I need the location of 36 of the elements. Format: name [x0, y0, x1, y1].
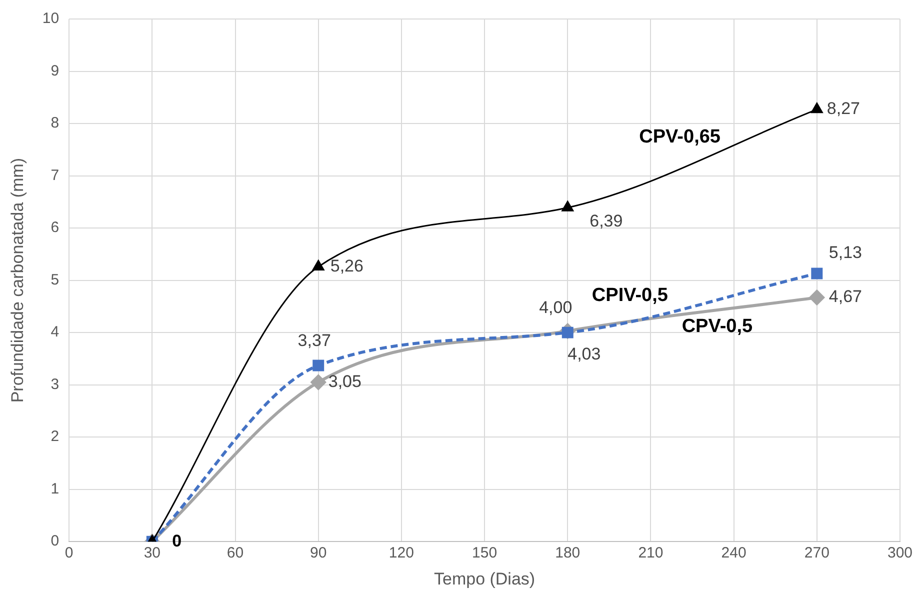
data-label: 8,27 [826, 99, 860, 118]
data-label: 3,37 [298, 331, 331, 350]
data-label: 3,05 [328, 372, 362, 391]
x-tick-label: 0 [64, 544, 74, 562]
x-tick-label: 30 [144, 544, 161, 562]
data-label: 5,13 [828, 243, 862, 262]
y-axis-title: Profundidade carbonatada (mm) [8, 158, 27, 403]
data-label: 6,39 [590, 211, 623, 230]
x-tick-label: 90 [310, 544, 327, 562]
x-tick-label: 300 [887, 544, 913, 562]
series-label: CPIV-0,5 [592, 285, 668, 306]
y-tick-label: 9 [50, 62, 60, 80]
x-tick-label: 60 [226, 544, 244, 562]
data-label: 5,26 [330, 256, 364, 276]
y-tick-label: 3 [50, 376, 60, 393]
y-tick-label: 7 [50, 166, 60, 184]
data-label: 4,00 [539, 298, 572, 318]
y-tick-label: 10 [42, 10, 60, 28]
x-tick-label: 120 [388, 544, 414, 562]
x-tick-label: 270 [804, 544, 830, 562]
data-label: 4,03 [568, 344, 601, 364]
x-tick-label: 150 [472, 544, 498, 562]
y-tick-label: 2 [50, 428, 60, 446]
x-axis-title: Tempo (Dias) [434, 569, 536, 588]
series-label: CPV-0,5 [682, 316, 754, 338]
y-tick-label: 0 [50, 532, 60, 550]
x-tick-label: 240 [721, 544, 746, 562]
data-label: 4,67 [828, 287, 862, 306]
y-tick-label: 6 [50, 219, 60, 236]
y-tick-label: 4 [50, 324, 60, 341]
y-tick-label: 5 [50, 271, 60, 288]
x-tick-label: 180 [555, 544, 580, 562]
x-tick-label: 210 [638, 544, 664, 562]
y-tick-label: 8 [50, 114, 60, 132]
series-label: CPV-0,65 [639, 126, 721, 148]
y-tick-label: 1 [50, 480, 60, 498]
